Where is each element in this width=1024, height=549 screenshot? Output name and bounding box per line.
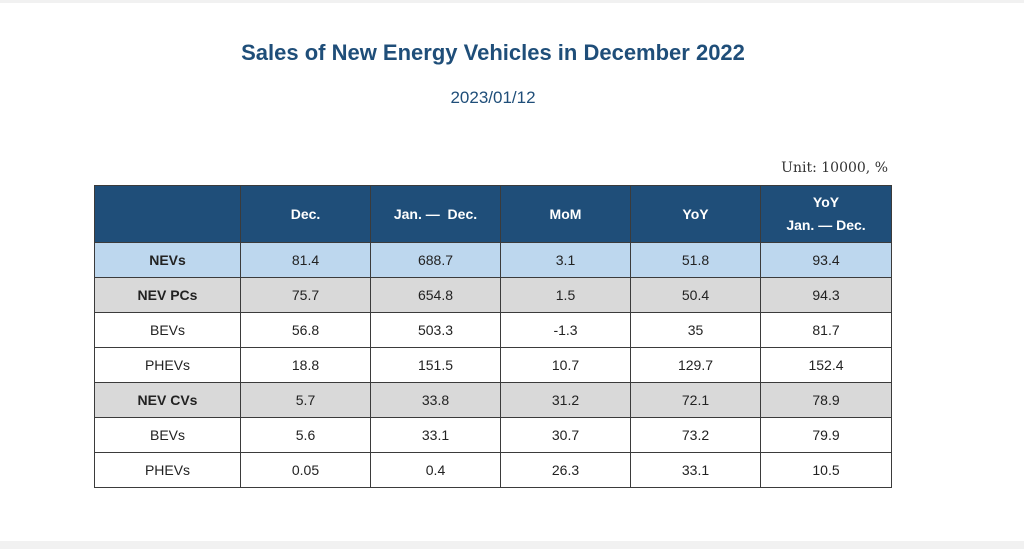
header-mom: MoM <box>500 185 631 243</box>
cell-jan-dec: 151.5 <box>370 347 501 383</box>
table-row: PHEVs 0.05 0.4 26.3 33.1 10.5 <box>94 452 892 488</box>
cell-dec: 56.8 <box>240 312 371 348</box>
cell-dec: 75.7 <box>240 277 371 313</box>
bottom-divider <box>0 541 1024 549</box>
cell-dec: 18.8 <box>240 347 371 383</box>
cell-yoy-ytd: 81.7 <box>760 312 892 348</box>
cell-jan-dec: 0.4 <box>370 452 501 488</box>
cell-mom: 10.7 <box>500 347 631 383</box>
table-body: NEVs 81.4 688.7 3.1 51.8 93.4 NEV PCs 75.7 654.8… <box>94 242 892 488</box>
cell-mom: -1.3 <box>500 312 631 348</box>
table-row: PHEVs 18.8 151.5 10.7 129.7 152.4 <box>94 347 892 383</box>
header-yoy-ytd: YoY Jan. — Dec. <box>760 185 892 243</box>
row-label: PHEVs <box>94 452 241 488</box>
cell-jan-dec: 33.8 <box>370 382 501 418</box>
cell-yoy-ytd: 78.9 <box>760 382 892 418</box>
cell-jan-dec: 503.3 <box>370 312 501 348</box>
header-dec: Dec. <box>240 185 371 243</box>
cell-yoy-ytd: 10.5 <box>760 452 892 488</box>
cell-dec: 5.6 <box>240 417 371 453</box>
header-jan-dec: Jan. — Dec. <box>370 185 501 243</box>
table-row: NEV CVs 5.7 33.8 31.2 72.1 78.9 <box>94 382 892 418</box>
row-label: NEV CVs <box>94 382 241 418</box>
cell-yoy: 129.7 <box>630 347 761 383</box>
row-label: PHEVs <box>94 347 241 383</box>
cell-dec: 5.7 <box>240 382 371 418</box>
cell-yoy-ytd: 93.4 <box>760 242 892 278</box>
cell-yoy-ytd: 94.3 <box>760 277 892 313</box>
top-divider <box>0 0 1024 3</box>
cell-mom: 1.5 <box>500 277 631 313</box>
table-row: BEVs 56.8 503.3 -1.3 35 81.7 <box>94 312 892 348</box>
row-label: BEVs <box>94 417 241 453</box>
cell-yoy-ytd: 79.9 <box>760 417 892 453</box>
header-yoy: YoY <box>630 185 761 243</box>
cell-yoy: 33.1 <box>630 452 761 488</box>
cell-jan-dec: 33.1 <box>370 417 501 453</box>
table-row: NEVs 81.4 688.7 3.1 51.8 93.4 <box>94 242 892 278</box>
cell-yoy: 51.8 <box>630 242 761 278</box>
header-yoy-ytd-line2: Jan. — Dec. <box>786 217 866 233</box>
table-row: NEV PCs 75.7 654.8 1.5 50.4 94.3 <box>94 277 892 313</box>
cell-mom: 26.3 <box>500 452 631 488</box>
cell-mom: 31.2 <box>500 382 631 418</box>
cell-mom: 30.7 <box>500 417 631 453</box>
header-yoy-ytd-line1: YoY <box>812 194 840 210</box>
cell-mom: 3.1 <box>500 242 631 278</box>
cell-dec: 81.4 <box>240 242 371 278</box>
cell-yoy: 50.4 <box>630 277 761 313</box>
cell-yoy: 73.2 <box>630 417 761 453</box>
cell-dec: 0.05 <box>240 452 371 488</box>
cell-yoy-ytd: 152.4 <box>760 347 892 383</box>
table-header-row: Dec. Jan. — Dec. MoM YoY YoY Jan. — Dec. <box>94 185 892 243</box>
row-label: NEVs <box>94 242 241 278</box>
cell-jan-dec: 688.7 <box>370 242 501 278</box>
table-row: BEVs 5.6 33.1 30.7 73.2 79.9 <box>94 417 892 453</box>
unit-note: Unit: 10000, % <box>781 160 888 176</box>
cell-jan-dec: 654.8 <box>370 277 501 313</box>
cell-yoy: 35 <box>630 312 761 348</box>
publish-date: 2023/01/12 <box>450 88 536 107</box>
sales-table: Dec. Jan. — Dec. MoM YoY YoY Jan. — Dec.… <box>94 185 892 488</box>
cell-yoy: 72.1 <box>630 382 761 418</box>
header-blank <box>94 185 241 243</box>
row-label: BEVs <box>94 312 241 348</box>
row-label: NEV PCs <box>94 277 241 313</box>
page-title: Sales of New Energy Vehicles in December… <box>241 40 745 65</box>
